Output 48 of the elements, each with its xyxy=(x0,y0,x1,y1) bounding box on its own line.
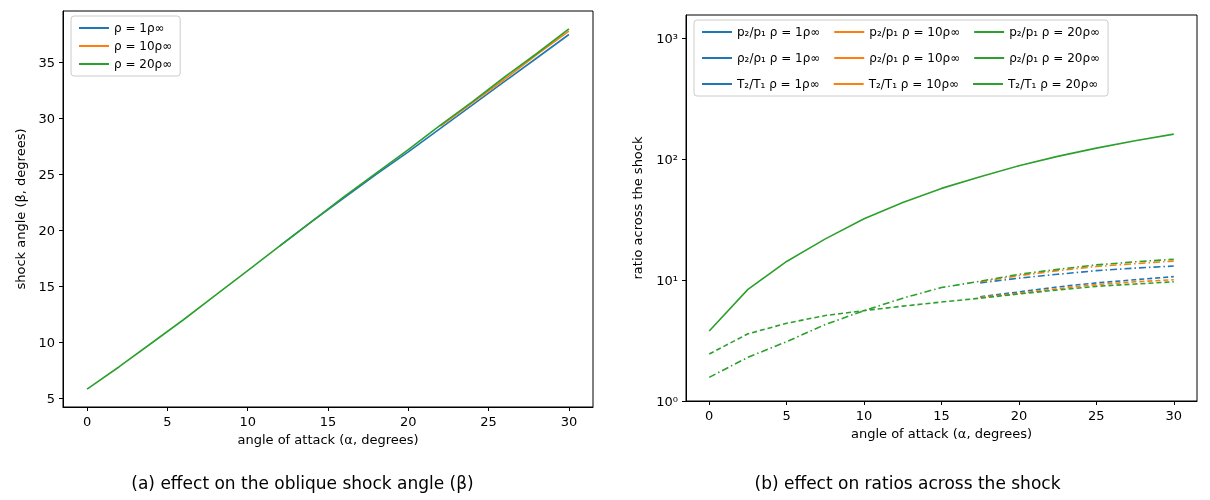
text: (a) effect on the oblique shock angle (β) xyxy=(131,472,474,493)
line-series xyxy=(708,258,1175,379)
legend-label: ρ = 10ρ∞ xyxy=(114,39,173,53)
legend-label: ρ₂/ρ₁ ρ = 20ρ∞ xyxy=(1009,51,1101,65)
y-tick-label: 10⁰ xyxy=(656,393,678,409)
line-series xyxy=(979,260,1175,283)
x-tick-label: 10 xyxy=(239,414,256,429)
x-tick-label: 30 xyxy=(1165,408,1183,423)
y-tick-label: 20 xyxy=(38,222,55,238)
text: (b) effect on ratios across the shock xyxy=(754,472,1061,493)
x-tick-label: 5 xyxy=(163,414,172,429)
x-tick-label: 10 xyxy=(855,408,873,423)
x-tick-label: 0 xyxy=(705,408,714,423)
x-tick-label: 0 xyxy=(82,414,92,429)
line-series xyxy=(439,30,570,128)
x-tick-label: 5 xyxy=(782,408,791,423)
y-axis-title: ratio across the shock xyxy=(630,136,645,280)
y-tick-label: 10² xyxy=(656,151,678,167)
x-tick-label: 15 xyxy=(933,408,950,423)
legend-label: T₂/T₁ ρ = 20ρ∞ xyxy=(1007,77,1099,91)
x-tick-label: 30 xyxy=(560,414,578,429)
y-tick-label: 10³ xyxy=(656,31,678,47)
legend-label: ρ₂/ρ₁ ρ = 1ρ∞ xyxy=(737,51,821,65)
legend-label: p₂/p₁ ρ = 10ρ∞ xyxy=(869,25,961,39)
y-tick-label: 15 xyxy=(38,278,55,294)
legend-label: T₂/T₁ ρ = 10ρ∞ xyxy=(867,77,960,91)
y-tick-label: 35 xyxy=(38,54,55,70)
y-tick-label: 5 xyxy=(46,390,55,406)
legend-label: p₂/p₁ ρ = 1ρ∞ xyxy=(737,25,821,39)
x-tick-label: 20 xyxy=(400,414,417,429)
legend-label: ρ = 1ρ∞ xyxy=(114,21,165,35)
legend-label: p₂/p₁ ρ = 20ρ∞ xyxy=(1009,25,1101,39)
legend-label: T₂/T₁ ρ = 1ρ∞ xyxy=(736,77,820,91)
x-tick-label: 25 xyxy=(1088,408,1105,423)
y-axis-title: shock angle (β, degrees) xyxy=(13,128,28,290)
line-series xyxy=(979,265,1175,284)
y-tick-label: 10¹ xyxy=(656,272,678,288)
x-axis-title: angle of attack (α, degrees) xyxy=(850,426,1033,441)
y-tick-label: 30 xyxy=(38,110,55,126)
x-tick-label: 25 xyxy=(480,414,497,429)
legend-label: ρ₂/ρ₁ ρ = 10ρ∞ xyxy=(869,51,961,65)
y-tick-label: 25 xyxy=(38,166,55,182)
x-tick-label: 20 xyxy=(1010,408,1028,423)
x-axis-title: angle of attack (α, degrees) xyxy=(237,432,419,447)
legend-label: ρ = 20ρ∞ xyxy=(114,57,173,71)
x-tick-label: 15 xyxy=(319,414,337,429)
y-tick-label: 10 xyxy=(38,334,55,350)
line-series xyxy=(708,133,1175,332)
